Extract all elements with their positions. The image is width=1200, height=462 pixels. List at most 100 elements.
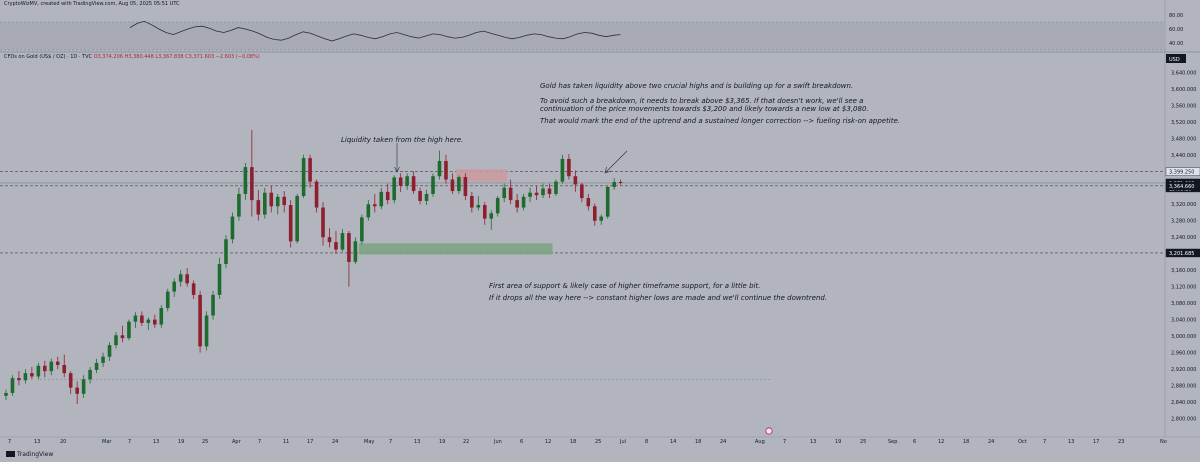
candle-body [372, 204, 377, 207]
candle-body [282, 196, 287, 206]
candle-body [482, 205, 487, 219]
symbol-name[interactable]: CFDs on Gold (US$ / OZ) · 1D · TVC [4, 54, 92, 60]
candle-body [392, 177, 396, 201]
candle-body [146, 319, 151, 323]
candle [308, 154, 312, 188]
candle [405, 173, 409, 190]
candle [198, 290, 202, 353]
price-tick-label: 3,120.000 [1171, 285, 1196, 291]
time-tick-label: 22 [463, 439, 469, 445]
time-tick-label: 14 [670, 439, 676, 445]
candle-body [592, 206, 597, 221]
time-tick-label: Sep [888, 439, 897, 445]
candle [502, 183, 506, 203]
time-tick-label: 8 [645, 439, 648, 445]
candle [353, 237, 358, 264]
candle-body [437, 160, 442, 177]
candle [23, 369, 28, 384]
candle-body [618, 181, 623, 183]
candle [528, 187, 532, 203]
candle-body [49, 361, 54, 372]
time-tick-label: 18 [963, 439, 969, 445]
time-tick-label: 7 [258, 439, 261, 445]
candle-body [567, 158, 571, 177]
candle-body [243, 167, 248, 194]
price-label-box [1165, 181, 1200, 191]
candle [295, 193, 299, 244]
candle-body [340, 233, 345, 250]
candle [366, 200, 371, 221]
time-tick-label: 25 [595, 439, 601, 445]
candle-body [385, 191, 390, 201]
candle [133, 312, 138, 328]
candle-body [211, 294, 215, 316]
candle-body [308, 158, 312, 182]
ohlc-values: O3,374.206 H3,380.448 L3,367.838 C3,371.… [93, 54, 260, 60]
annotation-liquidity[interactable]: Liquidity taken from the high here. [341, 136, 464, 144]
candle [243, 163, 248, 201]
candle [4, 389, 8, 400]
candle [586, 193, 591, 211]
candle-body [586, 198, 591, 207]
candle [178, 270, 183, 287]
liquidity-arrowhead [394, 166, 400, 173]
price-tick-label: 2,960.000 [1171, 351, 1196, 357]
tradingview-logo[interactable]: TradingView [6, 451, 53, 458]
candle [237, 187, 241, 221]
rsi-line [129, 20, 621, 42]
time-tick-label: Apr [232, 439, 242, 445]
candle-body [159, 308, 164, 325]
candle-body [541, 188, 545, 196]
candle-body [275, 196, 280, 207]
candle-body [88, 369, 92, 380]
candle [191, 280, 196, 300]
candle [120, 325, 125, 343]
annotation-top-3[interactable]: continuation of the price movements towa… [540, 105, 869, 113]
candle-body [489, 213, 494, 219]
zone-support [358, 243, 553, 255]
annotation-bottom-1[interactable]: First area of support & likely case of h… [489, 282, 761, 290]
annotation-top-4[interactable]: That would mark the end of the uptrend a… [540, 117, 901, 125]
candle [392, 175, 396, 204]
rsi-pane: 80.00 60.00 40.00 [0, 13, 1183, 51]
candle-body [612, 181, 616, 187]
candle-body [547, 188, 552, 194]
candle [250, 130, 254, 217]
candle [55, 356, 60, 370]
price-tick-label: 2,840.000 [1171, 400, 1196, 406]
event-marker [765, 427, 773, 435]
zones [358, 169, 553, 255]
candle [204, 311, 209, 351]
candle-body [23, 373, 28, 381]
candle [521, 193, 526, 211]
candle [327, 228, 332, 248]
annotation-top-2[interactable]: To avoid such a breakdown, it needs to b… [540, 97, 864, 105]
candle [127, 319, 131, 341]
candle-body [237, 193, 241, 217]
annotation-top-1[interactable]: Gold has taken liquidity above two cruci… [540, 82, 854, 90]
candle-body [217, 263, 222, 295]
annotation-bottom-2[interactable]: If it drops all the way here --> constan… [489, 294, 828, 302]
price-tick-label: 2,800.000 [1171, 417, 1196, 423]
candle-body [379, 191, 384, 207]
price-tick-label: 2,880.000 [1171, 384, 1196, 390]
price-tick-label: 3,320.000 [1171, 202, 1196, 208]
candle [43, 360, 47, 378]
candle [450, 173, 455, 194]
candle-body [185, 274, 189, 284]
candle [567, 153, 571, 180]
candle [114, 331, 118, 349]
time-tick-label: 19 [178, 439, 184, 445]
candle-body [133, 315, 138, 322]
candle-body [508, 187, 513, 201]
price-tick-label: 3,600.000 [1171, 87, 1196, 93]
time-axis: 7 13 20 Mar 7 13 19 25 Apr 7 11 17 24 May 7 13 19 22 Jun 6 1… [8, 439, 1167, 445]
currency-badge [1166, 54, 1186, 63]
time-tick-label: 24 [720, 439, 726, 445]
candle-body [127, 321, 131, 339]
candle [49, 358, 54, 376]
price-tick-label: 3,480.000 [1171, 136, 1196, 142]
price-axis: USD 3,640.000 3,600.000 3,560.000 3,520.000 3… [1165, 54, 1200, 423]
candle [185, 268, 189, 287]
